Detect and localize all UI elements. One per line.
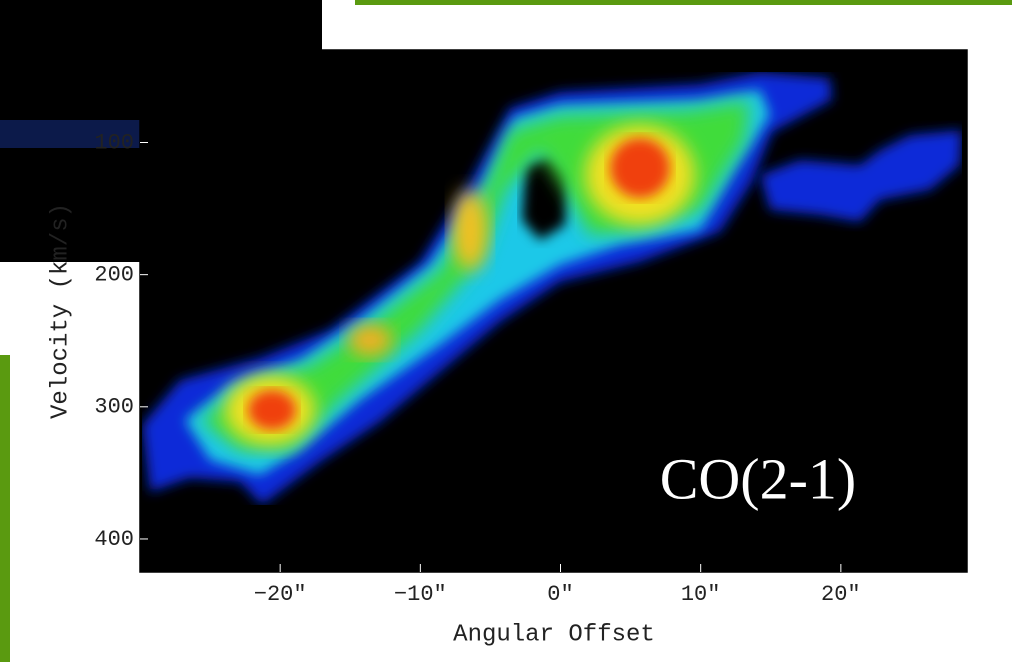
emission-red (248, 390, 296, 430)
y-tick-label: 100 (94, 130, 134, 155)
y-tick-label: 400 (94, 527, 134, 552)
y-tick-label: 300 (94, 395, 134, 420)
x-tick-label: −10″ (394, 582, 447, 607)
emission-yellow (452, 190, 488, 270)
slide-band (0, 120, 140, 148)
x-tick-label: −20″ (254, 582, 307, 607)
emission (142, 72, 962, 505)
emission-red (610, 138, 670, 198)
y-axis-label: Velocity (km/s) (47, 203, 74, 419)
emission-yellow (348, 324, 392, 356)
emission-side (760, 130, 962, 222)
plot-frame (139, 49, 968, 573)
x-tick-label: 10″ (681, 582, 721, 607)
y-tick-label: 200 (94, 262, 134, 287)
x-axis-label: Angular Offset (453, 621, 655, 648)
x-tick-label: 20″ (821, 582, 861, 607)
slide-top-bar (355, 0, 1012, 5)
slide-side-bar (0, 355, 10, 662)
annotation: CO(2-1) (660, 446, 857, 511)
x-tick-label: 0″ (547, 582, 573, 607)
